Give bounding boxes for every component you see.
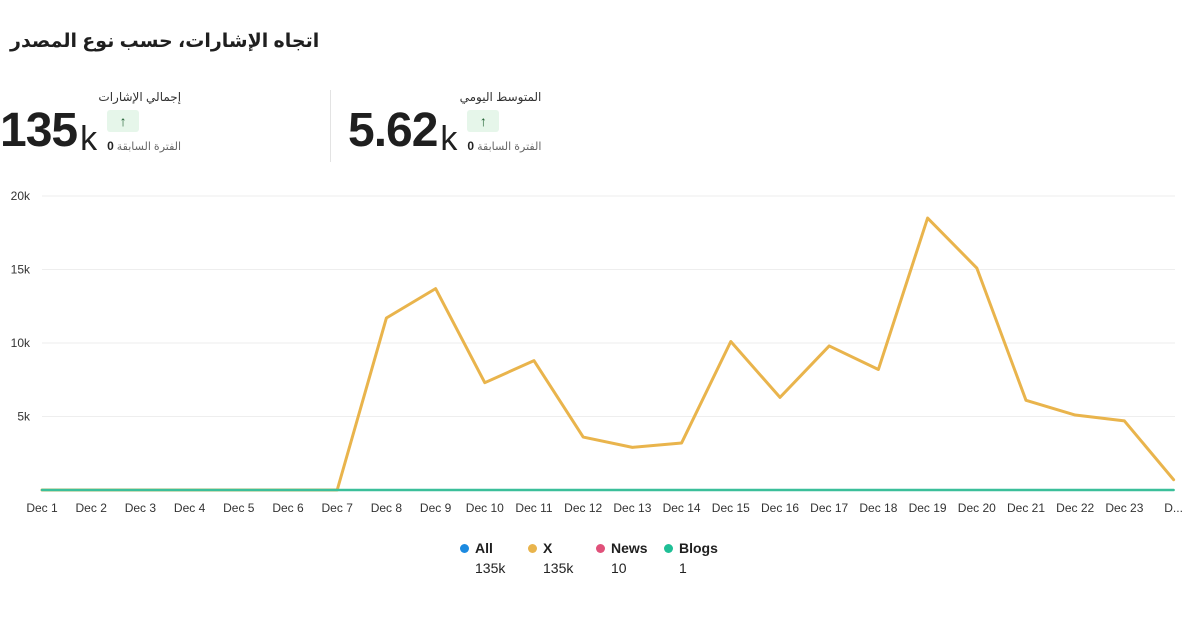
x-tick-label: Dec 2 [76,501,108,515]
x-tick-label: Dec 13 [613,501,651,515]
kpi-daily-prev-label: الفترة السابقة [477,141,542,153]
y-tick-label: 20k [11,189,31,203]
x-tick-label: Dec 8 [371,501,403,515]
legend-total: 135k [543,560,574,576]
x-tick-label: Dec 1 [26,501,58,515]
kpi-total-value: 135 [0,104,78,157]
legend-item-x[interactable]: X 135k [528,540,596,576]
legend-total: 10 [611,560,627,576]
legend-dot-icon [460,543,469,553]
x-tick-label: Dec 20 [958,501,996,515]
legend-total: 1 [679,560,687,576]
x-tick-label: Dec 9 [420,501,452,515]
x-tick-label: Dec 3 [125,501,157,515]
legend-item-blogs[interactable]: Blogs 1 [664,540,724,576]
legend-dot-icon [664,543,673,553]
x-tick-label: Dec 17 [810,501,848,515]
x-tick-label: Dec 23 [1105,501,1143,515]
kpi-daily-average: المتوسط اليومي 5.62 k ↑ 0 الفترة السابقة [348,90,542,158]
legend-dot-icon [528,543,537,553]
chart-title: اتجاه الإشارات، حسب نوع المصدر [10,31,320,52]
x-tick-label: Dec 14 [663,501,701,515]
y-tick-label: 15k [11,263,31,277]
trend-up-badge: ↑ [467,110,500,132]
x-tick-label: Dec 22 [1056,501,1094,515]
legend-name: X [543,540,553,556]
kpi-daily-previous: 0 الفترة السابقة [467,139,541,153]
x-tick-label: Dec 21 [1007,501,1045,515]
series-line-x [40,216,1176,492]
kpi-total-prev-label: الفترة السابقة [116,141,182,153]
x-tick-label: Dec 11 [515,501,552,515]
x-tick-label: Dec 4 [174,501,206,515]
kpi-daily-label: المتوسط اليومي [459,90,542,104]
x-tick-label: D... [1164,501,1183,515]
y-tick-label: 10k [11,336,31,350]
legend-name: All [475,540,493,556]
x-tick-label: Dec 12 [564,501,602,515]
mentions-trend-chart: 5k 10k 15k 20k Dec 1 Dec 2 Dec 3 Dec 4 Dec 5 Dec … [11,189,1183,515]
kpi-daily-prev-value: 0 [467,139,475,153]
trend-up-badge: ↑ [107,110,140,132]
kpi-total-label: إجمالي الإشارات [98,90,182,104]
x-tick-label: Dec 16 [761,501,799,515]
kpi-divider [330,90,331,162]
kpi-daily-value: 5.62 [348,104,438,157]
x-tick-label: Dec 7 [322,501,354,515]
arrow-up-icon: ↑ [119,113,127,129]
kpi-total-prev-value: 0 [107,139,114,153]
y-tick-label: 5k [17,410,31,424]
kpi-total-unit: k [80,120,98,158]
kpi-total-mentions: إجمالي الإشارات 135 k ↑ 0 الفترة السابقة [0,90,182,158]
chart-legend: All 135k X 135k News 10 Blogs 1 [460,540,724,576]
x-tick-label: Dec 6 [272,501,304,515]
legend-name: Blogs [679,540,718,556]
arrow-up-icon: ↑ [479,113,487,129]
legend-item-all[interactable]: All 135k [460,540,528,576]
kpi-daily-unit: k [440,120,458,158]
legend-name: News [611,540,648,556]
legend-total: 135k [475,560,506,576]
x-tick-label: Dec 19 [909,501,947,515]
x-tick-label: Dec 5 [223,501,255,515]
x-tick-label: Dec 15 [712,501,750,515]
legend-item-news[interactable]: News 10 [596,540,664,576]
x-tick-label: Dec 18 [859,501,897,515]
kpi-total-previous: 0 الفترة السابقة [107,139,181,153]
x-tick-label: Dec 10 [466,501,504,515]
legend-dot-icon [596,543,605,553]
